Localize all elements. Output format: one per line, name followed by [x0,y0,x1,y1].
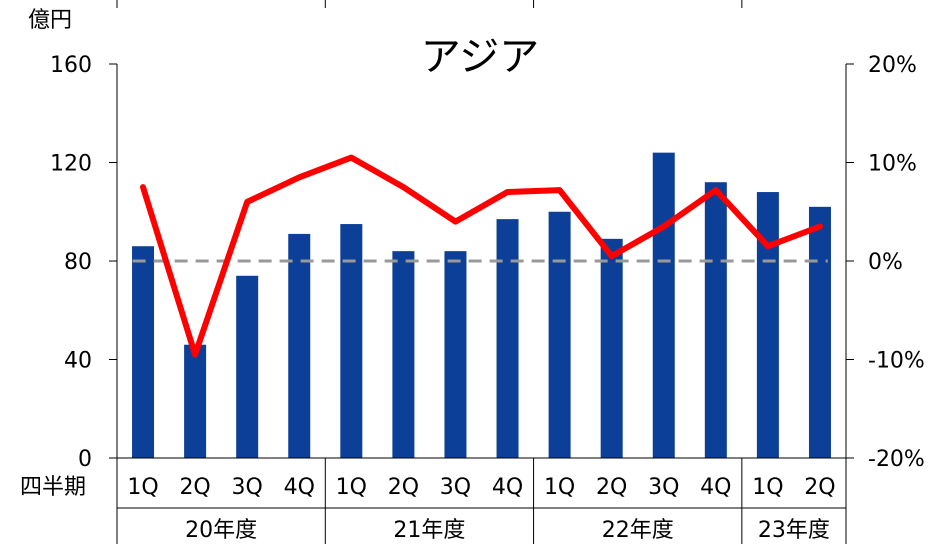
x-tick-label: 2Q [804,475,835,500]
x-tick-label: 3Q [232,475,263,500]
y-left-tick-label: 80 [64,250,92,275]
bar [444,251,467,458]
bar [132,246,155,458]
x-tick-label: 2Q [388,475,419,500]
x-tick-label: 1Q [127,475,158,500]
y-left-unit-label: 億円 [28,8,72,33]
line-series-path [140,154,823,358]
bar [600,238,623,458]
bar [184,344,207,458]
x-tick-label: 4Q [284,475,315,500]
bar [548,211,571,458]
x-tick-label: 1Q [336,475,367,500]
fiscal-year-label: 23年度 [758,518,830,543]
bar-series [132,152,831,459]
bar [756,192,779,459]
bar [652,152,675,458]
plot-frame [116,0,847,544]
fiscal-year-label: 22年度 [602,518,674,543]
bar [340,224,363,458]
y-right-tick-label: -10% [868,349,925,374]
y-left-tick-label: 160 [50,53,92,78]
x-tick-label: 2Q [596,475,627,500]
bar [236,275,259,458]
y-right-tick-label: -20% [868,447,925,472]
x-tick-label: 2Q [179,475,210,500]
y-left-tick-label: 120 [50,152,92,177]
y-right-tick-label: 0% [868,250,903,275]
x-tick-label: 4Q [492,475,523,500]
bar [704,182,727,458]
y-right-tick-label: 10% [868,152,917,177]
bar [392,251,415,458]
x-tick-label: 1Q [544,475,575,500]
chart-title: アジア [421,34,539,80]
y-left-tick-label: 0 [78,447,92,472]
y-left-tick-label: 40 [64,349,92,374]
x-tick-label: 3Q [440,475,471,500]
fiscal-year-label: 21年度 [393,518,465,543]
bar [288,233,311,458]
fiscal-year-label: 20年度 [185,518,257,543]
quarter-row-label: 四半期 [20,475,86,500]
x-tick-label: 4Q [700,475,731,500]
bar [808,206,831,458]
y-right-tick-label: 20% [868,53,917,78]
line-series [132,154,828,358]
bar [496,219,519,458]
x-tick-label: 3Q [648,475,679,500]
x-tick-label: 1Q [752,475,783,500]
axes: 0 40 80 120 160 -20% -10% 0% 10% 20% 1Q 2Q 3Q 4Q 1Q 2Q 3… [50,53,925,543]
